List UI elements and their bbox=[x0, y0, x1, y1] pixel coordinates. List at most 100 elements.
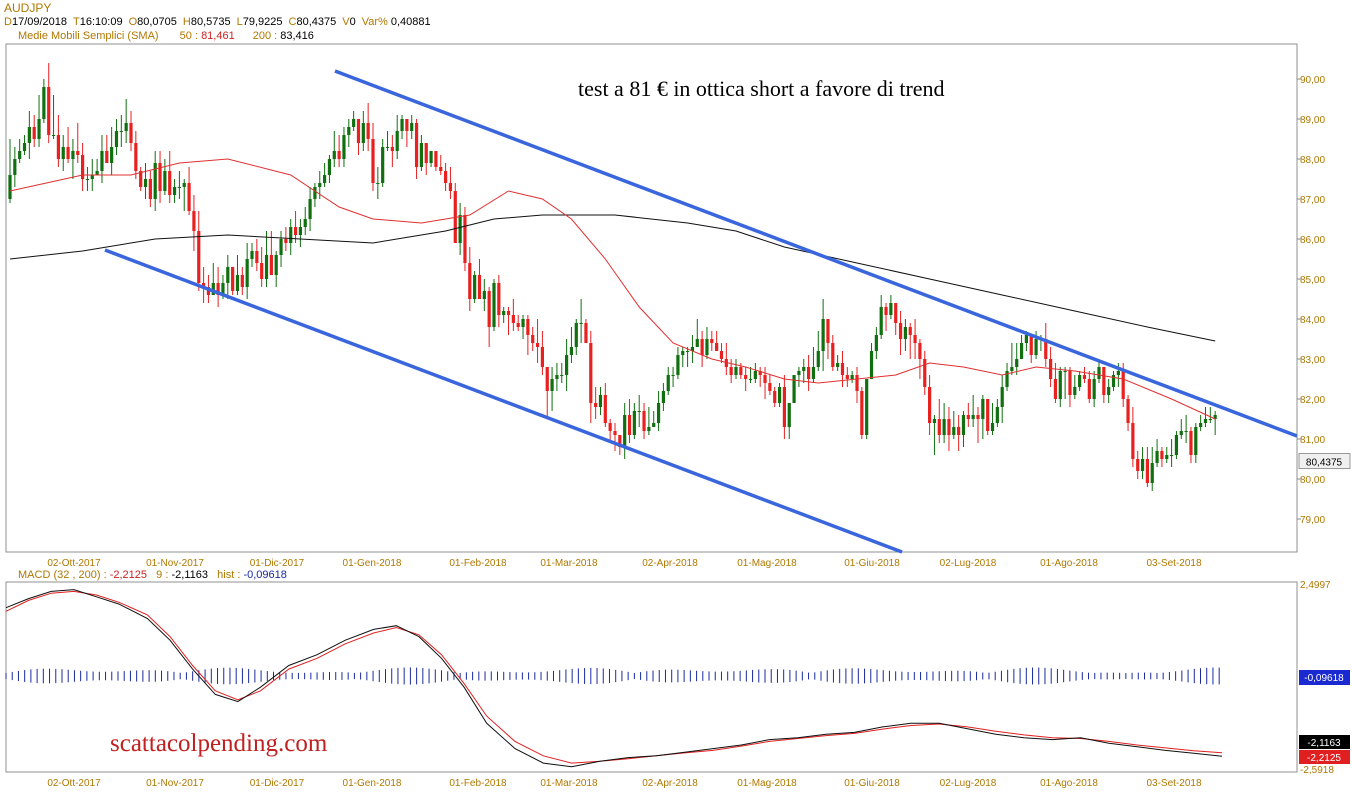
candle-body bbox=[250, 251, 254, 259]
candle-body bbox=[1160, 451, 1164, 459]
candle-body bbox=[492, 283, 496, 327]
x-tick-label: 01-Gen-2018 bbox=[343, 558, 402, 569]
candle-body bbox=[647, 427, 651, 431]
candle-body bbox=[260, 263, 264, 279]
candle-body bbox=[366, 123, 370, 139]
candle-body bbox=[908, 327, 912, 335]
candle-body bbox=[540, 347, 544, 367]
candle-body bbox=[865, 379, 869, 435]
x-tick-label-macd: 01-Gen-2018 bbox=[343, 778, 402, 789]
candle-body bbox=[400, 119, 404, 131]
last-price-box bbox=[1298, 453, 1351, 469]
x-tick-label: 02-Lug-2018 bbox=[940, 558, 997, 569]
candle-body bbox=[608, 423, 612, 431]
candle-body bbox=[797, 371, 801, 375]
header-value: 0,40881 bbox=[387, 16, 431, 28]
candle-body bbox=[787, 403, 791, 427]
header-key: V bbox=[342, 16, 350, 28]
x-tick-label-macd: 02-Lug-2018 bbox=[940, 778, 997, 789]
candle-body bbox=[947, 419, 951, 435]
x-tick-label: 01-Feb-2018 bbox=[449, 558, 507, 569]
candle-body bbox=[574, 323, 578, 347]
candle-body bbox=[831, 343, 835, 367]
ohlc-header: D17/09/2018 T16:10:09 O80,0705 H80,5735 L79,… bbox=[4, 16, 437, 28]
candle-body bbox=[1174, 435, 1179, 455]
candle-body bbox=[439, 167, 443, 171]
candle-body bbox=[318, 183, 322, 187]
candle-body bbox=[221, 283, 225, 295]
candle-body bbox=[245, 259, 249, 287]
candle-body bbox=[487, 291, 491, 327]
candle-body bbox=[434, 151, 438, 167]
candle-body bbox=[661, 391, 665, 403]
header-key: Var% bbox=[361, 16, 388, 28]
candle-body bbox=[666, 375, 670, 391]
candle-body bbox=[42, 87, 46, 119]
candle-body bbox=[381, 147, 385, 183]
candle-body bbox=[1131, 423, 1135, 459]
candle-body bbox=[1208, 419, 1212, 420]
header-value: 16:10:09 bbox=[79, 16, 123, 28]
candle-body bbox=[555, 375, 559, 379]
candle-body bbox=[284, 239, 288, 243]
candle-body bbox=[1107, 387, 1111, 395]
candle-body bbox=[1097, 367, 1101, 379]
candle-body bbox=[187, 183, 191, 211]
candle-body bbox=[739, 367, 743, 375]
macd-header-part: hist : bbox=[207, 569, 244, 581]
candle-body bbox=[932, 419, 937, 423]
sma200-line bbox=[9, 214, 1216, 342]
x-tick-label: 01-Mag-2018 bbox=[737, 558, 797, 569]
candle-body bbox=[1165, 455, 1169, 459]
y-tick-label: 84,00 bbox=[1300, 315, 1325, 326]
candle-body bbox=[71, 151, 75, 159]
candle-body bbox=[1116, 371, 1120, 375]
candle-body bbox=[545, 367, 549, 391]
candle-body bbox=[371, 139, 375, 183]
candle-body bbox=[240, 275, 244, 287]
candle-body bbox=[32, 127, 36, 139]
candle-body bbox=[719, 351, 724, 359]
candle-body bbox=[1184, 431, 1188, 432]
candle-body bbox=[468, 263, 472, 299]
candle-body bbox=[347, 127, 351, 135]
x-tick-label-macd: 03-Set-2018 bbox=[1146, 778, 1201, 789]
candle-body bbox=[216, 283, 220, 295]
candle-body bbox=[821, 319, 825, 351]
candle-body bbox=[182, 183, 186, 187]
x-tick-label-macd: 01-Ago-2018 bbox=[1040, 778, 1098, 789]
candle-body bbox=[1073, 387, 1077, 395]
candle-body bbox=[1078, 375, 1082, 387]
candle-body bbox=[1015, 359, 1019, 367]
candle-body bbox=[342, 135, 346, 159]
candle-body bbox=[269, 255, 273, 275]
candle-body bbox=[163, 171, 167, 191]
candle-body bbox=[565, 355, 569, 375]
header-key: T bbox=[73, 16, 80, 28]
candle-body bbox=[274, 255, 278, 275]
candle-body bbox=[753, 371, 757, 379]
date-axis: 02-Ott-2017 02-Ott-2017 01-Nov-2017 01-Nov-… bbox=[47, 558, 1202, 789]
macd-header-part: -0,09618 bbox=[243, 569, 287, 581]
candle-body bbox=[860, 391, 864, 435]
candle-body bbox=[153, 163, 157, 199]
candle-body bbox=[773, 391, 777, 403]
sma-value: 81,461 bbox=[201, 30, 235, 42]
candle-body bbox=[715, 343, 719, 351]
candle-body bbox=[1111, 375, 1116, 387]
candle-body bbox=[211, 283, 215, 295]
candle-body bbox=[105, 151, 109, 163]
candle-body bbox=[139, 171, 143, 187]
y-tick-label: 82,00 bbox=[1300, 395, 1325, 406]
candle-body bbox=[952, 427, 956, 435]
hist-box-label: -0,09618 bbox=[1304, 673, 1344, 684]
header-key: L bbox=[236, 16, 243, 28]
macd-axis: 2,4997 -2,5918 -0,09618 -2,1163 -2,2125 bbox=[1299, 580, 1350, 776]
header-key: O bbox=[128, 16, 138, 28]
candle-body bbox=[1194, 427, 1198, 455]
candle-body bbox=[1034, 339, 1038, 355]
candle-body bbox=[458, 215, 462, 243]
candle-body bbox=[444, 171, 448, 183]
candle-body bbox=[521, 319, 525, 327]
